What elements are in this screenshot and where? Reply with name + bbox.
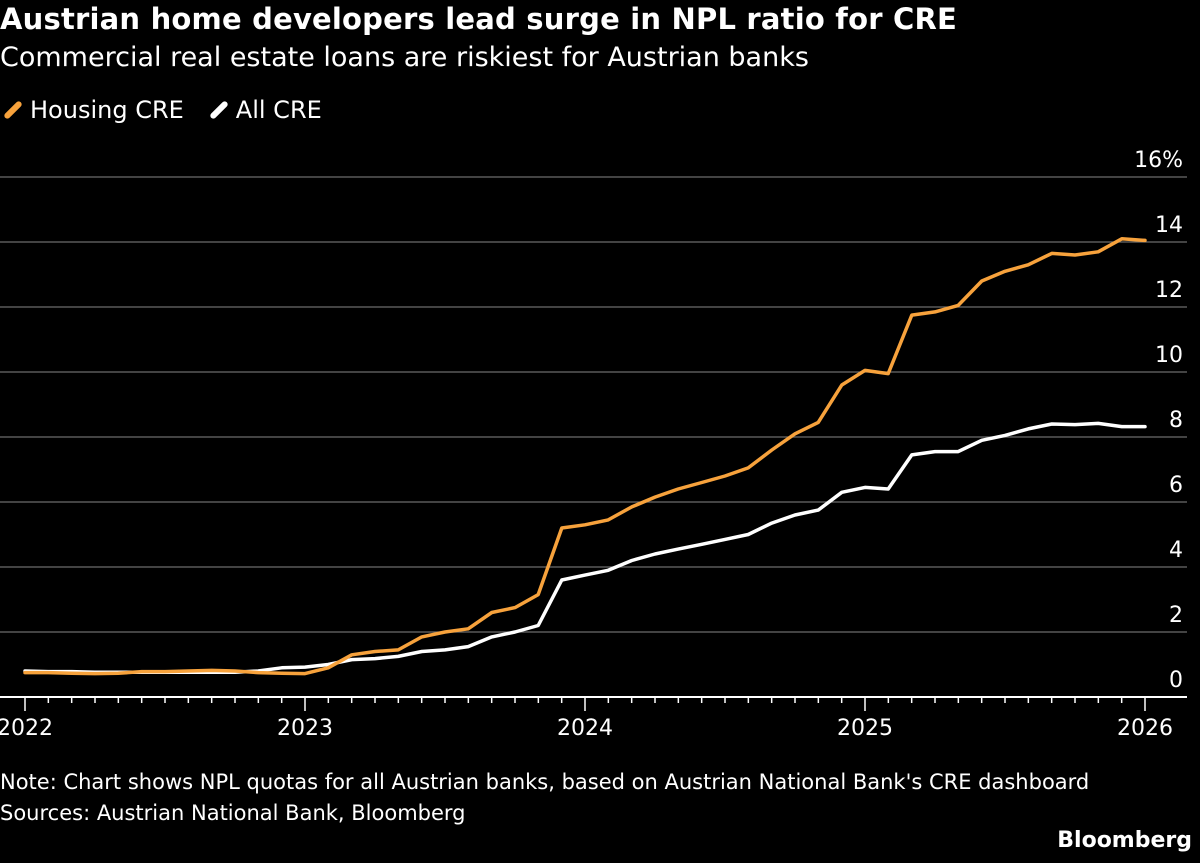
y-tick-label-10: 10 <box>1155 343 1183 368</box>
x-tick-label-2024: 2024 <box>557 716 613 741</box>
x-tick-label-2023: 2023 <box>277 716 333 741</box>
chart-subtitle: Commercial real estate loans are riskies… <box>0 42 809 73</box>
series-line-housing-cre <box>23 237 1147 676</box>
y-tick-label-4: 4 <box>1169 538 1183 563</box>
y-tick-label-14: 14 <box>1155 213 1183 238</box>
legend-label-housing-cre: Housing CRE <box>30 96 184 124</box>
y-tick-label-2: 2 <box>1169 603 1183 628</box>
note-text: Note: Chart shows NPL quotas for all Aus… <box>0 770 1090 794</box>
sources-text: Sources: Austrian National Bank, Bloombe… <box>0 801 466 825</box>
y-tick-label-12: 12 <box>1155 278 1183 303</box>
x-tick-label-2026: 2026 <box>1117 716 1173 741</box>
y-tick-label-8: 8 <box>1169 408 1183 433</box>
legend: Housing CRE All CRE <box>3 96 348 124</box>
y-tick-label-16: 16% <box>1134 148 1183 173</box>
footnote: Note: Chart shows NPL quotas for all Aus… <box>0 767 1089 829</box>
legend-label-all-cre: All CRE <box>235 96 322 124</box>
y-tick-label-6: 6 <box>1169 473 1183 498</box>
legend-item-housing-cre: Housing CRE <box>3 96 184 124</box>
chart-title: Austrian home developers lead surge in N… <box>0 2 958 36</box>
y-tick-label-0: 0 <box>1169 668 1183 693</box>
bloomberg-logo: Bloomberg <box>1057 828 1192 853</box>
legend-item-all-cre: All CRE <box>208 96 322 124</box>
series-line-all-cre <box>23 421 1147 675</box>
x-tick-label-2022: 2022 <box>0 716 53 741</box>
x-tick-label-2025: 2025 <box>837 716 893 741</box>
